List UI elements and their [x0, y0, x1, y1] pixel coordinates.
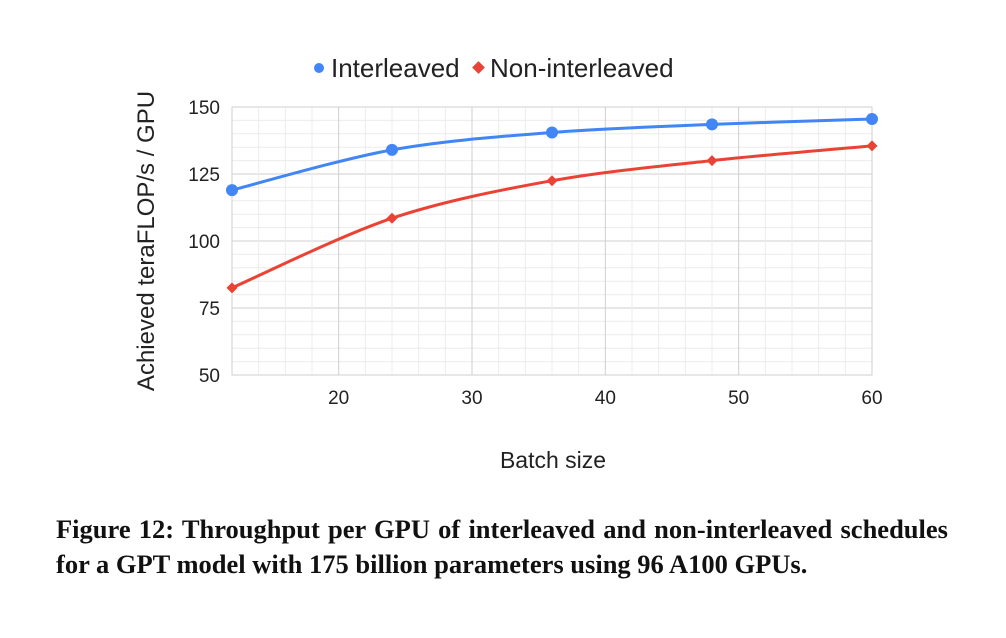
data-point-non-interleaved [866, 140, 878, 152]
y-tick-label: 150 [188, 98, 220, 119]
data-point-interleaved [226, 184, 238, 197]
figure-caption: Figure 12: Throughput per GPU of interle… [56, 514, 948, 579]
y-tick-label: 125 [188, 165, 220, 186]
data-point-interleaved [866, 113, 878, 126]
data-point-interleaved [546, 126, 558, 139]
y-tick-label: 100 [188, 232, 220, 253]
y-tick-label: 50 [199, 366, 220, 387]
grid [231, 106, 873, 376]
legend-marker-interleaved [314, 63, 324, 73]
data-point-interleaved [706, 118, 718, 131]
x-tick-label: 30 [461, 388, 482, 409]
legend-label-non-interleaved: Non-interleaved [490, 53, 674, 83]
series-group [226, 113, 878, 294]
plot-frame [231, 106, 873, 376]
y-tick-label: 75 [199, 299, 220, 320]
x-tick-label: 60 [861, 388, 882, 409]
chart: Interleaved Non-interleaved 50 75 100 125 15… [133, 53, 883, 473]
x-tick-label: 40 [595, 388, 616, 409]
data-point-non-interleaved [386, 212, 398, 224]
legend-label-interleaved: Interleaved [331, 53, 460, 83]
legend-marker-non-interleaved [472, 61, 485, 74]
legend: Interleaved Non-interleaved [314, 53, 674, 83]
data-point-non-interleaved [546, 175, 558, 187]
data-point-non-interleaved [706, 155, 718, 167]
x-tick-label: 50 [728, 388, 749, 409]
y-axis-label: Achieved teraFLOP/s / GPU [133, 91, 160, 391]
data-point-interleaved [386, 143, 398, 156]
x-axis-ticks: 20 30 40 50 60 [328, 388, 882, 409]
x-axis-label: Batch size [500, 447, 606, 473]
y-axis-ticks: 50 75 100 125 150 [188, 98, 220, 387]
data-point-non-interleaved [226, 282, 238, 294]
x-tick-label: 20 [328, 388, 349, 409]
